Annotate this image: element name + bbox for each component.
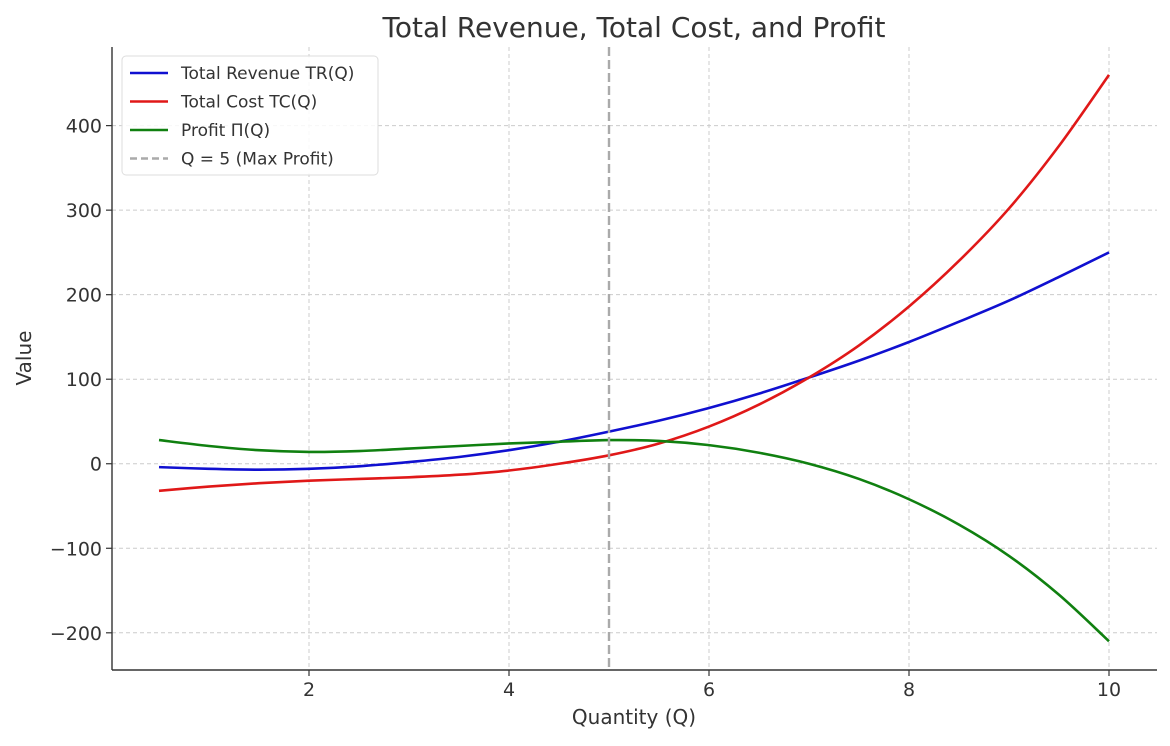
y-tick-label: 300 [66,200,102,222]
x-tick-label: 2 [303,679,315,701]
series-line-2 [158,438,1110,643]
x-tick-label: 10 [1097,679,1121,701]
y-tick-label: 0 [90,454,102,476]
series-line-0 [158,251,1110,471]
legend-label: Total Cost TC(Q) [180,93,317,113]
legend-label: Q = 5 (Max Profit) [181,150,334,170]
legend-label: Profit Π(Q) [181,121,270,141]
x-axis-label: Quantity (Q) [572,705,696,729]
y-tick-label: 200 [66,285,102,307]
grid [112,47,1157,670]
y-tick-label: −200 [50,623,102,645]
legend-box [121,55,379,176]
legend: Total Revenue TR(Q) Total Cost TC(Q) Profi… [121,55,379,176]
x-tick-label: 8 [903,679,915,701]
legend-label: Total Revenue TR(Q) [180,64,354,84]
y-tick-label: 400 [66,116,102,138]
plot-area [158,47,1111,670]
y-tick-label: 100 [66,369,102,391]
x-tick-label: 4 [503,679,515,701]
x-tick-label: 6 [703,679,715,701]
series-line-1 [158,74,1111,493]
y-tick-label: −100 [50,538,102,560]
axes: 2 4 6 8 10 −200 −100 0 100 200 300 400 [50,47,1157,701]
chart-title: Total Revenue, Total Cost, and Profit [382,11,886,44]
y-axis-label: Value [12,331,36,386]
